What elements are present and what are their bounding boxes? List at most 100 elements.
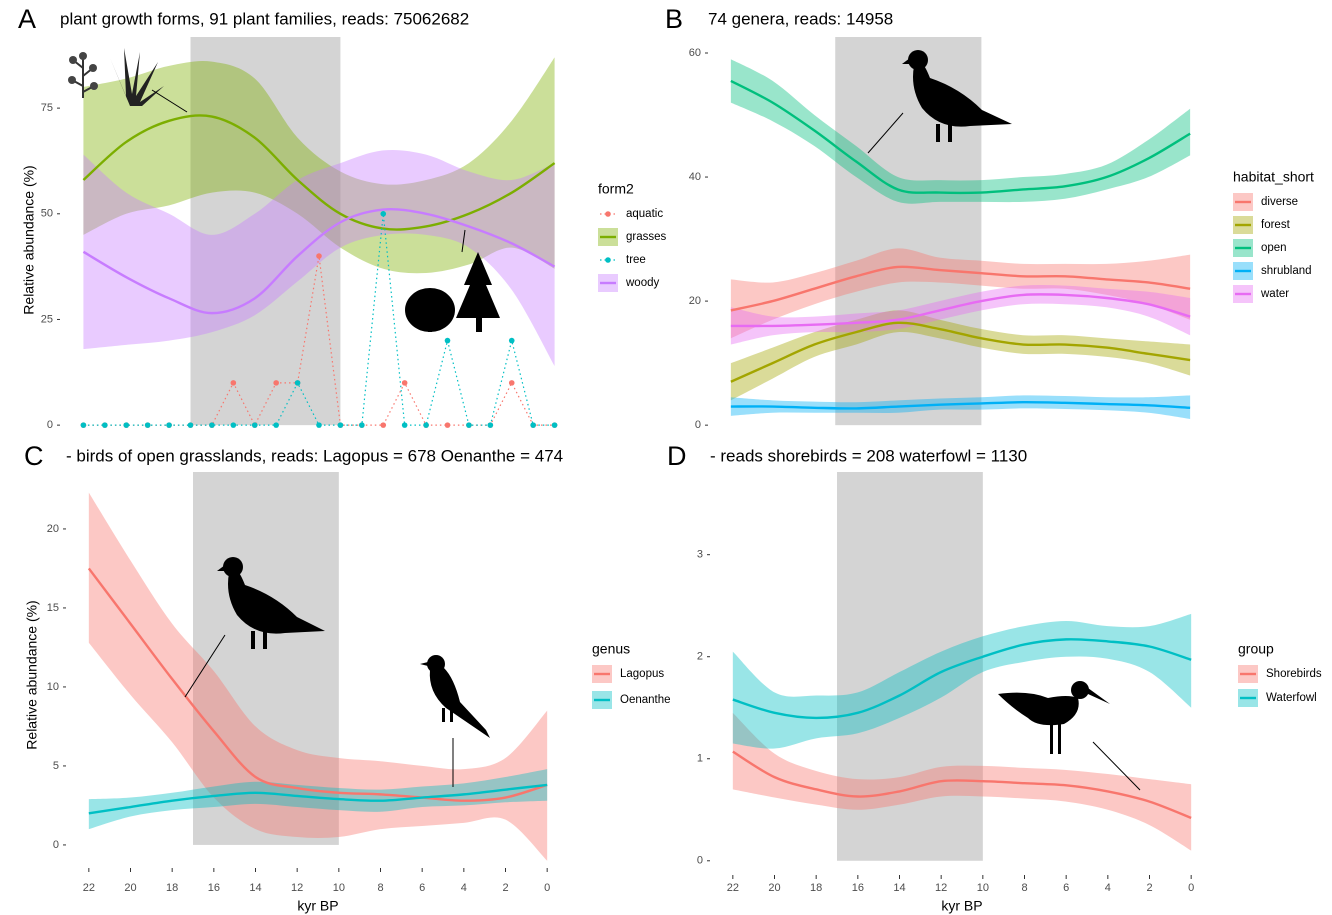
x-axis-label: kyr BP [941,898,982,914]
y-tick-label: 1 [697,753,703,765]
x-tick-label: 22 [83,882,95,894]
y-tick-label: 0 [697,855,703,867]
point [445,338,451,344]
y-tick-label: 75 [41,102,53,114]
x-tick-label: 6 [419,882,425,894]
y-tick-label: 25 [41,313,53,325]
point [273,380,279,386]
legend-label: woody [625,277,659,289]
point [295,380,301,386]
point [273,422,279,428]
point [380,422,386,428]
panel-title: - birds of open grasslands, reads: Lagop… [66,446,563,465]
y-tick-label: 15 [47,602,59,614]
x-tick-label: 0 [544,882,550,894]
point [209,422,215,428]
point [145,422,151,428]
y-tick-label: 10 [47,681,59,693]
point [402,380,408,386]
point [231,380,237,386]
y-tick-label: 40 [689,171,701,183]
panel-label: C [24,441,44,471]
panel-title: - reads shorebirds = 208 waterfowl = 113… [710,446,1027,465]
y-tick-label: 5 [53,760,59,772]
x-tick-label: 18 [166,882,178,894]
x-tick-label: 12 [935,882,947,894]
point [530,422,536,428]
panel-label: B [665,4,683,34]
x-tick-label: 16 [208,882,220,894]
legend-label: forest [1261,219,1291,231]
legend-label: grasses [626,231,667,243]
x-tick-label: 20 [124,882,136,894]
x-tick-label: 4 [461,882,467,894]
x-tick-label: 2 [1146,882,1152,894]
y-tick-label: 3 [697,549,703,561]
legend-key-point [605,257,611,263]
panel: Aplant growth forms, 91 plant families, … [18,4,667,431]
x-axis-label: kyr BP [297,898,338,914]
y-axis-label: Relative abundance (%) [24,600,40,749]
x-tick-label: 8 [1021,882,1027,894]
x-tick-label: 18 [810,882,822,894]
y-tick-label: 0 [53,839,59,851]
plots: Aplant growth forms, 91 plant families, … [18,4,1322,914]
panel-title: 74 genera, reads: 14958 [708,9,893,28]
point [102,422,108,428]
panel: D - reads shorebirds = 208 waterfowl = 11… [667,441,1322,914]
point [488,422,494,428]
point [188,422,194,428]
point [316,422,322,428]
point [316,253,322,259]
point [423,422,429,428]
y-tick-label: 2 [697,651,703,663]
y-tick-label: 50 [41,208,53,220]
legend-label: aquatic [626,208,663,220]
x-tick-label: 20 [768,882,780,894]
x-tick-label: 12 [291,882,303,894]
x-tick-label: 4 [1105,882,1111,894]
shorebird-icon [998,681,1110,754]
legend-key-point [605,211,611,217]
point [380,211,386,217]
x-tick-label: 10 [977,882,989,894]
legend-title: genus [592,641,630,657]
x-tick-label: 14 [249,882,261,894]
legend-title: form2 [598,181,634,197]
panel: B74 genera, reads: 149580204060habitat_s… [665,4,1314,431]
legend-label: Shorebirds [1266,668,1322,680]
x-tick-label: 6 [1063,882,1069,894]
legend-label: tree [626,254,646,266]
x-tick-label: 14 [893,882,905,894]
point [123,422,129,428]
x-tick-label: 22 [727,882,739,894]
legend-title: group [1238,641,1274,657]
point [552,422,558,428]
legend-label: shrubland [1261,265,1312,277]
x-tick-label: 10 [333,882,345,894]
legend-label: diverse [1261,196,1298,208]
legend-label: Lagopus [620,668,664,680]
panel-title: plant growth forms, 91 plant families, r… [60,9,469,28]
y-tick-label: 0 [695,419,701,431]
legend-label: Oenanthe [620,694,671,706]
point [466,422,472,428]
y-axis-label: Relative abundance (%) [21,165,37,314]
panel-label: A [18,4,36,34]
point [81,422,87,428]
legend-label: open [1261,242,1287,254]
panel-label: D [667,441,687,471]
legend-label: Waterfowl [1266,692,1317,704]
point [359,422,365,428]
y-tick-label: 0 [47,419,53,431]
point [338,422,344,428]
x-tick-label: 16 [852,882,864,894]
x-tick-label: 2 [502,882,508,894]
y-tick-label: 60 [689,47,701,59]
x-tick-label: 8 [377,882,383,894]
point [252,422,258,428]
legend-title: habitat_short [1233,169,1314,185]
point [402,422,408,428]
point [445,422,451,428]
point [231,422,237,428]
